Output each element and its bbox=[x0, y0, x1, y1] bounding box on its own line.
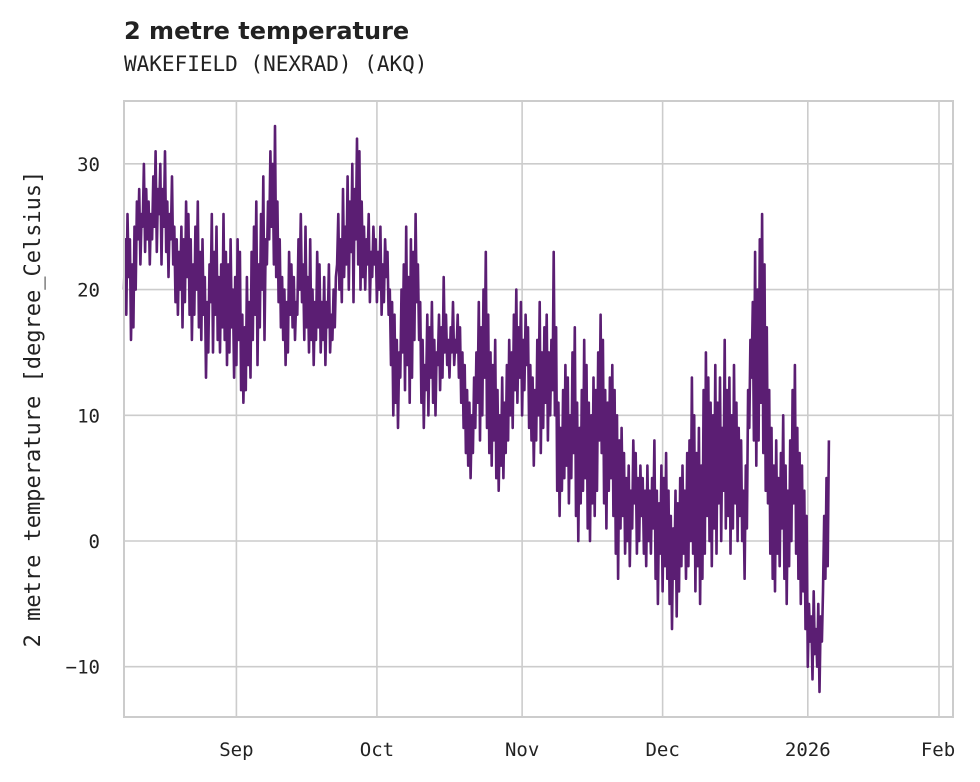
y-tick-label: 0 bbox=[89, 531, 100, 553]
y-gridlines bbox=[124, 163, 953, 668]
chart-title: 2 metre temperature bbox=[124, 17, 410, 45]
y-tick-labels: −10 0 10 20 30 bbox=[66, 154, 100, 679]
y-tick-label: −10 bbox=[66, 657, 100, 679]
y-tick-label: 20 bbox=[77, 280, 100, 302]
plot-frame bbox=[123, 100, 954, 718]
x-tick-label: Dec bbox=[645, 739, 679, 761]
chart-subtitle: WAKEFIELD (NEXRAD) (AKQ) bbox=[124, 52, 428, 76]
x-tick-label: Oct bbox=[360, 739, 394, 761]
y-axis-label: 2 metre temperature [degree_Celsius] bbox=[21, 171, 46, 648]
x-tick-label: Nov bbox=[505, 739, 539, 761]
series-line-temperature bbox=[122, 124, 831, 694]
y-tick-label: 30 bbox=[77, 154, 100, 176]
y-tick-label: 10 bbox=[77, 405, 100, 427]
x-tick-label: 2026 bbox=[785, 739, 831, 761]
x-tick-label: Sep bbox=[219, 739, 253, 761]
series-layer bbox=[122, 124, 831, 694]
x-tick-labels: Sep Oct Nov Dec 2026 Feb bbox=[219, 739, 955, 761]
x-tick-label: Feb bbox=[921, 739, 955, 761]
